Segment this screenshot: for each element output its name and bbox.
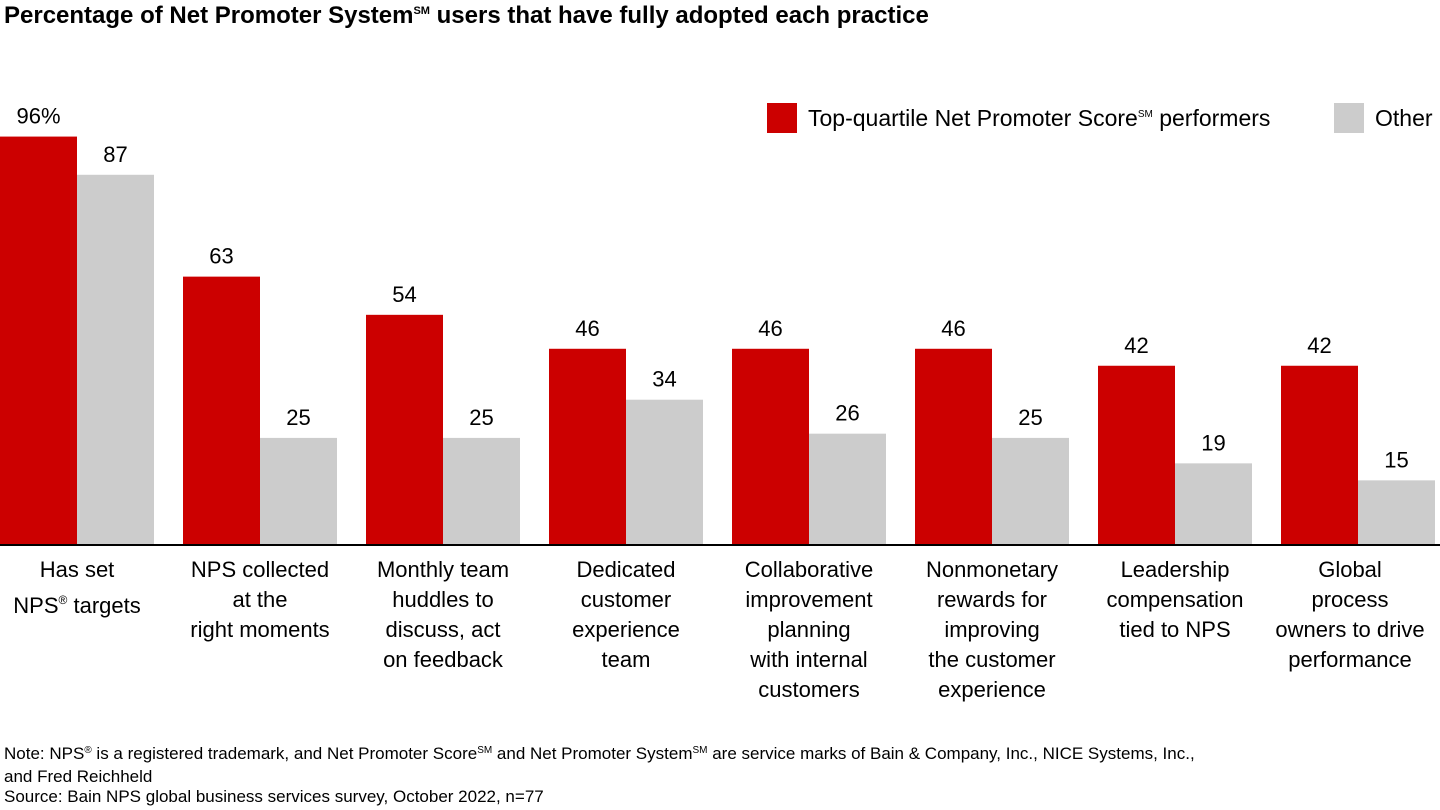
footnote-mark-1: ® bbox=[84, 745, 92, 756]
footnote-text-c: and Net Promoter System bbox=[492, 744, 693, 763]
bar-other-2 bbox=[260, 437, 337, 544]
footnote-text-a: Note: NPS bbox=[4, 744, 85, 763]
category-label-3-line-2: huddles to bbox=[392, 587, 494, 612]
category-label-6-line-4: the customer bbox=[928, 647, 1056, 672]
footnote-mark-3: SM bbox=[692, 745, 708, 756]
bar-other-6 bbox=[992, 437, 1069, 544]
footnote-line-2: and Fred Reichheld bbox=[4, 767, 153, 786]
legend-swatch-top-quartile bbox=[767, 103, 797, 133]
category-label-1-line-2: NPS® targets bbox=[0, 585, 167, 621]
bar-other-8 bbox=[1358, 480, 1435, 544]
category-label-2-line-2: at the bbox=[232, 587, 288, 612]
category-label-7-line-1: Leadership bbox=[1120, 557, 1230, 582]
legend-swatch-other bbox=[1334, 103, 1364, 133]
legend-label-top-quartile-rest: performers bbox=[1152, 104, 1271, 131]
footnote-mark-2: SM bbox=[477, 745, 493, 756]
bar-top-quartile-8 bbox=[1281, 365, 1358, 544]
category-label-2-line-3: right moments bbox=[190, 617, 330, 642]
category-label-5-line-3: planning bbox=[767, 617, 851, 642]
footnote-line-1: Note: NPS® is a registered trademark, an… bbox=[4, 739, 1195, 765]
category-label-6: Nonmonetary rewards for improving the custo… bbox=[902, 555, 1082, 705]
category-label-6-line-5: experience bbox=[938, 677, 1046, 702]
category-label-4: Dedicated customer experience team bbox=[536, 555, 716, 675]
category-label-6-line-3: improving bbox=[944, 617, 1040, 642]
title-text-rest: users that have fully adopted each pract… bbox=[429, 2, 929, 29]
title-text: Percentage of Net Promoter System bbox=[4, 2, 414, 29]
legend-service-mark: SM bbox=[1137, 108, 1153, 120]
category-label-7-line-3: tied to NPS bbox=[1119, 617, 1231, 642]
value-label-other-5: 26 bbox=[835, 401, 859, 426]
value-label-other-4: 34 bbox=[652, 367, 676, 392]
value-label-other-7: 19 bbox=[1201, 430, 1225, 455]
chart-title: Percentage of Net Promoter SystemSM user… bbox=[4, 2, 929, 30]
category-label-1-line-1: Has set bbox=[39, 557, 115, 582]
value-label-other-6: 25 bbox=[1018, 405, 1042, 430]
footnote: Note: NPS® is a registered trademark, an… bbox=[4, 739, 1195, 788]
value-label-other-3: 25 bbox=[469, 405, 493, 430]
category-label-5-line-4: with internal bbox=[750, 647, 868, 672]
value-label-other-1: 87 bbox=[103, 142, 127, 167]
bar-top-quartile-4 bbox=[549, 348, 626, 544]
category-label-8-line-3: owners to drive bbox=[1275, 617, 1425, 642]
value-label-top-quartile-6: 46 bbox=[941, 316, 965, 341]
category-label-3-line-1: Monthly team bbox=[376, 557, 510, 582]
bar-other-3 bbox=[443, 437, 520, 544]
bar-top-quartile-7 bbox=[1098, 365, 1175, 544]
category-label-4-line-3: experience bbox=[572, 617, 680, 642]
category-label-8: Global process owners to drive performance bbox=[1260, 555, 1440, 675]
bar-top-quartile-6 bbox=[915, 348, 992, 544]
value-label-top-quartile-5: 46 bbox=[758, 316, 782, 341]
category-label-2: NPS collected at the right moments bbox=[170, 555, 350, 645]
source-note: Source: Bain NPS global business service… bbox=[4, 787, 544, 806]
bar-other-5 bbox=[809, 433, 886, 544]
category-label-5: Collaborative improvement planning with int… bbox=[719, 555, 899, 705]
category-label-2-line-1: NPS collected bbox=[190, 557, 330, 582]
registered-mark: ® bbox=[58, 593, 68, 607]
legend-label-other: Other bbox=[1375, 104, 1433, 131]
footnote-text-b: is a registered trademark, and Net Promo… bbox=[91, 744, 478, 763]
category-label-8-line-2: process bbox=[1311, 587, 1389, 612]
category-label-5-line-1: Collaborative bbox=[744, 557, 874, 582]
category-label-7: Leadership compensation tied to NPS bbox=[1085, 555, 1265, 645]
bar-other-4 bbox=[626, 399, 703, 544]
category-label-3-line-3: discuss, act bbox=[385, 617, 501, 642]
category-label-5-line-5: customers bbox=[758, 677, 860, 702]
value-label-top-quartile-2: 63 bbox=[209, 244, 233, 269]
value-label-top-quartile-3: 54 bbox=[392, 282, 416, 307]
bar-top-quartile-1 bbox=[0, 136, 77, 545]
category-label-4-line-4: team bbox=[601, 647, 651, 672]
category-label-4-line-2: customer bbox=[580, 587, 672, 612]
category-label-1: Has set NPS® targets bbox=[0, 555, 167, 621]
value-label-other-8: 15 bbox=[1384, 447, 1408, 472]
bar-top-quartile-3 bbox=[366, 314, 443, 544]
category-label-3: Monthly team huddles to discuss, act on fee… bbox=[353, 555, 533, 675]
legend-label-top-quartile: Top-quartile Net Promoter ScoreSM perfor… bbox=[808, 105, 1270, 132]
category-label-1-text-rest: targets bbox=[67, 593, 141, 618]
footnote-text-d: are service marks of Bain & Company, Inc… bbox=[707, 744, 1195, 763]
bar-other-7 bbox=[1175, 463, 1252, 544]
value-label-other-2: 25 bbox=[286, 405, 310, 430]
value-label-top-quartile-7: 42 bbox=[1124, 333, 1148, 358]
bar-chart: 96% 87 63 25 54 25 46 34 46 26 46 25 42 19 42 15 bbox=[0, 104, 1440, 546]
category-label-7-line-2: compensation bbox=[1106, 587, 1244, 612]
category-label-6-line-1: Nonmonetary bbox=[925, 557, 1059, 582]
category-label-1-text: NPS bbox=[13, 593, 59, 618]
category-label-8-line-4: performance bbox=[1288, 647, 1412, 672]
value-label-top-quartile-8: 42 bbox=[1307, 333, 1331, 358]
bar-top-quartile-2 bbox=[183, 276, 260, 544]
value-label-top-quartile-4: 46 bbox=[575, 316, 599, 341]
category-label-5-line-2: improvement bbox=[745, 587, 873, 612]
category-label-8-line-1: Global bbox=[1318, 557, 1382, 582]
legend-item-other: Other bbox=[1334, 101, 1433, 135]
legend-item-top-quartile: Top-quartile Net Promoter ScoreSM perfor… bbox=[767, 101, 1270, 135]
title-service-mark: SM bbox=[413, 5, 430, 17]
value-label-top-quartile-1: 96% bbox=[16, 104, 60, 129]
bar-top-quartile-5 bbox=[732, 348, 809, 544]
category-label-3-line-4: on feedback bbox=[383, 647, 503, 672]
category-label-6-line-2: rewards for bbox=[936, 587, 1048, 612]
bar-other-1 bbox=[77, 174, 154, 544]
category-label-4-line-1: Dedicated bbox=[576, 557, 676, 582]
legend-label-top-quartile-text: Top-quartile Net Promoter Score bbox=[808, 104, 1138, 131]
